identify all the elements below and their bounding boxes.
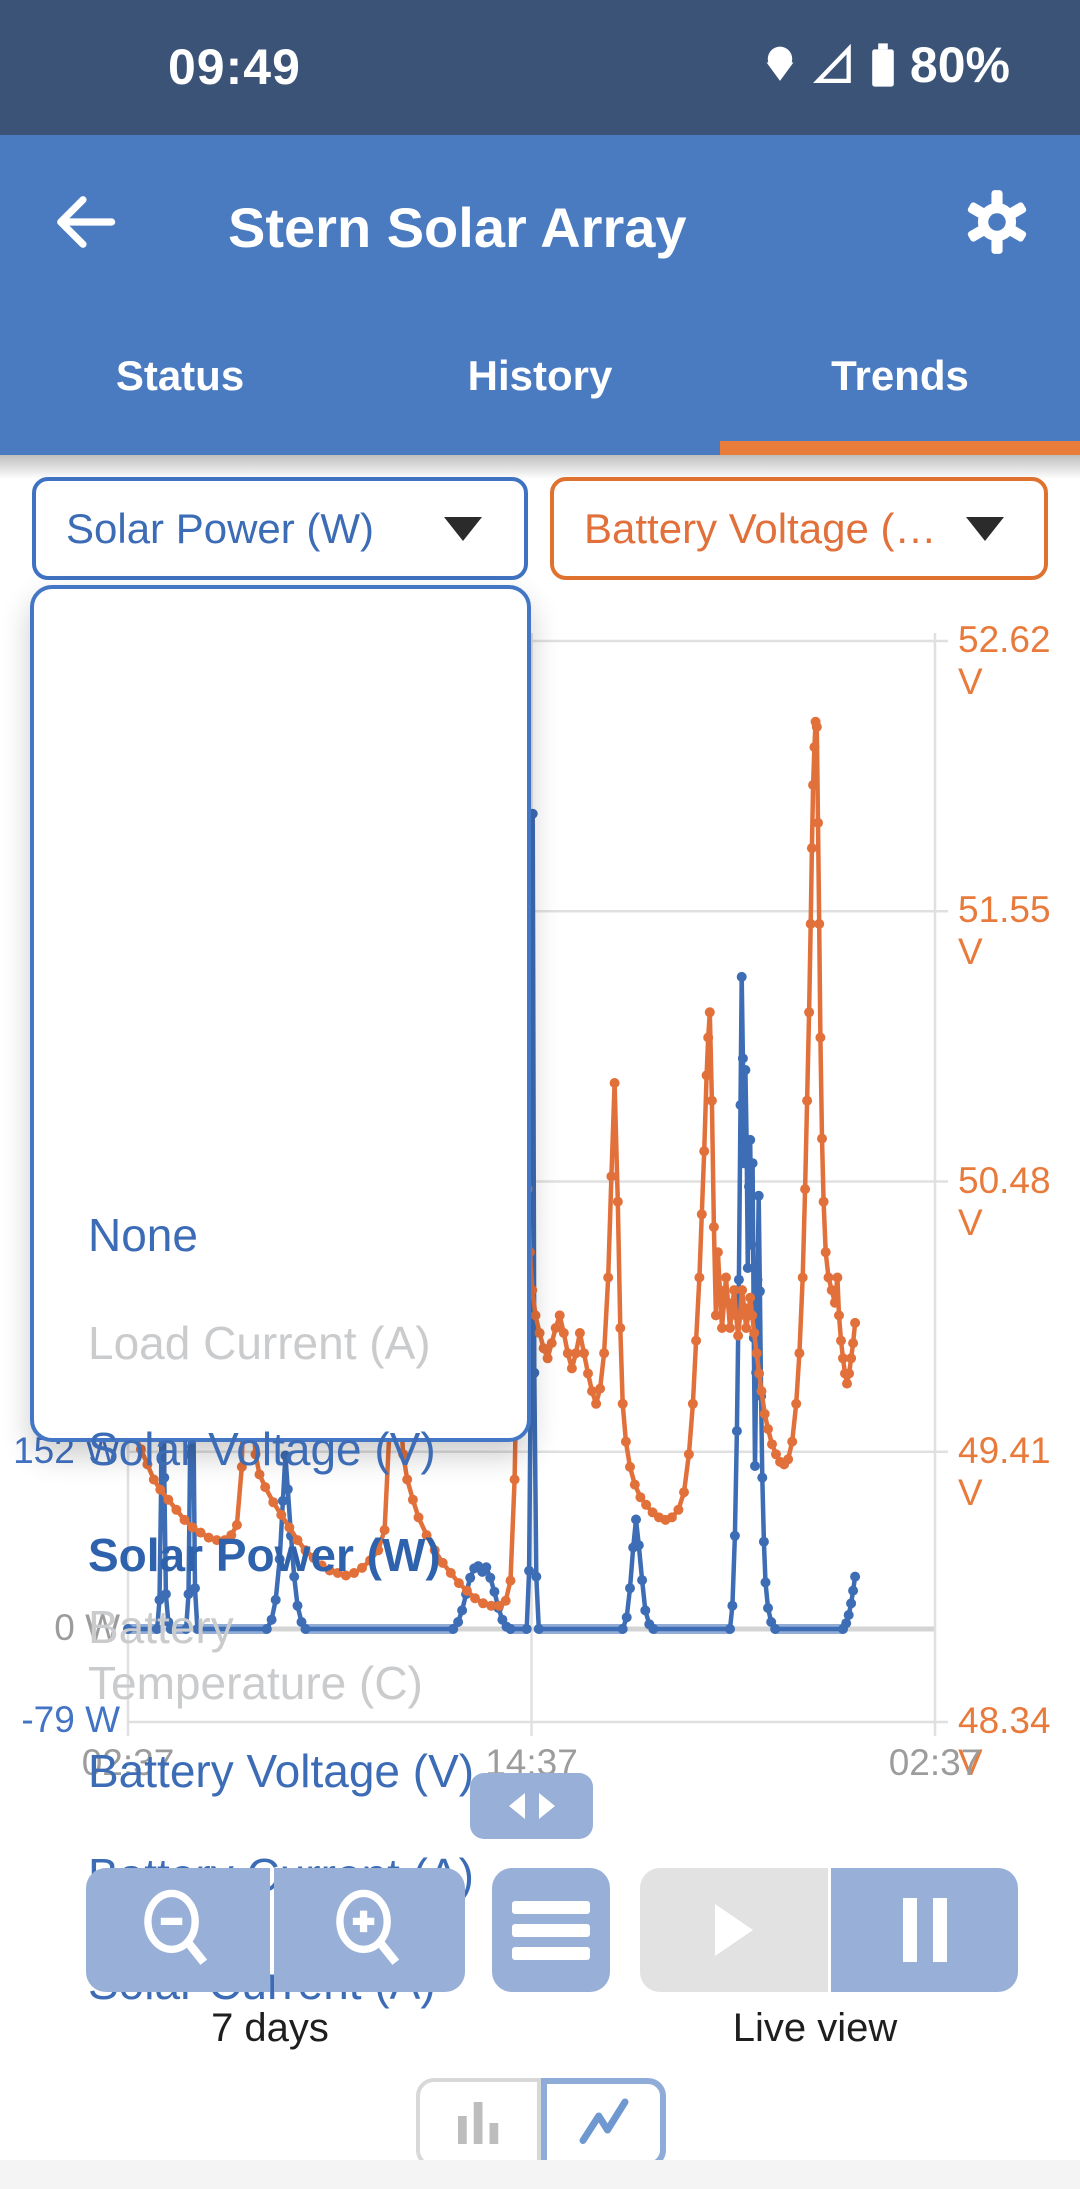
- app-header: Stern Solar Array Status History Trends: [0, 135, 1080, 455]
- menu-item-battery-voltage[interactable]: Battery Voltage (V): [88, 1745, 475, 1797]
- bar-chart-icon: [457, 2102, 498, 2144]
- settings-gear-icon[interactable]: [962, 187, 1032, 257]
- back-arrow-icon[interactable]: [48, 187, 118, 257]
- y-right-tick: 50.48 V: [958, 1159, 1051, 1243]
- pause-button[interactable]: [831, 1868, 1018, 1992]
- tab-trends[interactable]: Trends: [831, 352, 969, 399]
- menu-item-solar-voltage[interactable]: Solar Voltage (V): [88, 1423, 436, 1475]
- battery-icon: [872, 43, 894, 87]
- battery-percent: 80%: [909, 37, 1010, 93]
- tab-status[interactable]: Status: [115, 352, 245, 399]
- chevron-down-icon: [966, 516, 1004, 541]
- play-button: [640, 1868, 828, 1992]
- cellular-signal-icon: [813, 43, 851, 84]
- header-shadow: [0, 455, 1080, 479]
- menu-item-load-current: Load Current (A): [88, 1317, 431, 1369]
- bar-chart-toggle[interactable]: [416, 2078, 541, 2168]
- right-metric-dropdown[interactable]: Battery Voltage (…: [550, 477, 1048, 580]
- y-left-tick: -79 W: [21, 1698, 120, 1740]
- y-right-tick: 49.41 V: [958, 1429, 1051, 1513]
- left-metric-dropdown[interactable]: Solar Power (W): [32, 477, 528, 580]
- pan-left-icon: [508, 1793, 525, 1819]
- left-metric-value: Solar Power (W): [66, 504, 375, 552]
- live-view-label: Live view: [732, 2006, 898, 2050]
- active-tab-indicator: [720, 441, 1080, 455]
- status-bar: 09:49 80%: [0, 0, 1080, 135]
- pause-icon: [902, 1898, 947, 1962]
- zoom-in-icon: [335, 1889, 399, 1965]
- y-left-tick: 0 W: [54, 1607, 120, 1648]
- y-right-tick: 51.55 V: [958, 889, 1051, 973]
- pan-right-icon: [538, 1793, 555, 1819]
- tab-history[interactable]: History: [467, 352, 613, 399]
- chevron-down-icon: [444, 516, 482, 541]
- wifi-icon: [766, 46, 794, 81]
- x-tick: 02:37: [81, 1742, 175, 1783]
- y-right-tick: 48.34 V: [958, 1700, 1051, 1783]
- hamburger-menu-icon: [512, 1891, 590, 1970]
- clock: 09:49: [168, 39, 301, 95]
- pan-handle-button[interactable]: [470, 1773, 593, 1839]
- chart-options-button[interactable]: [492, 1868, 610, 1992]
- zoom-in-button[interactable]: [274, 1868, 465, 1992]
- zoom-out-button[interactable]: [86, 1868, 270, 1992]
- zoom-out-icon: [144, 1889, 208, 1965]
- play-icon: [715, 1904, 753, 1956]
- menu-item-battery-temperature: Battery Temperature (C): [88, 1601, 423, 1709]
- menu-item-solar-power[interactable]: Solar Power (W): [88, 1529, 441, 1581]
- gesture-area: [0, 2160, 1080, 2189]
- page-title: Stern Solar Array: [228, 196, 687, 259]
- right-metric-value: Battery Voltage (…: [584, 504, 937, 552]
- x-tick: 02:37: [888, 1742, 982, 1783]
- menu-item-none[interactable]: None: [88, 1209, 198, 1261]
- tab-bar: Status History Trends: [0, 311, 1080, 441]
- zoom-range-label: 7 days: [211, 2006, 329, 2050]
- line-chart-icon: [579, 2098, 628, 2144]
- metric-dropdown-menu: None Load Current (A) Solar Voltage (V) …: [30, 585, 531, 2009]
- y-right-tick: 52.62 V: [958, 619, 1051, 702]
- line-chart-toggle[interactable]: [541, 2078, 666, 2168]
